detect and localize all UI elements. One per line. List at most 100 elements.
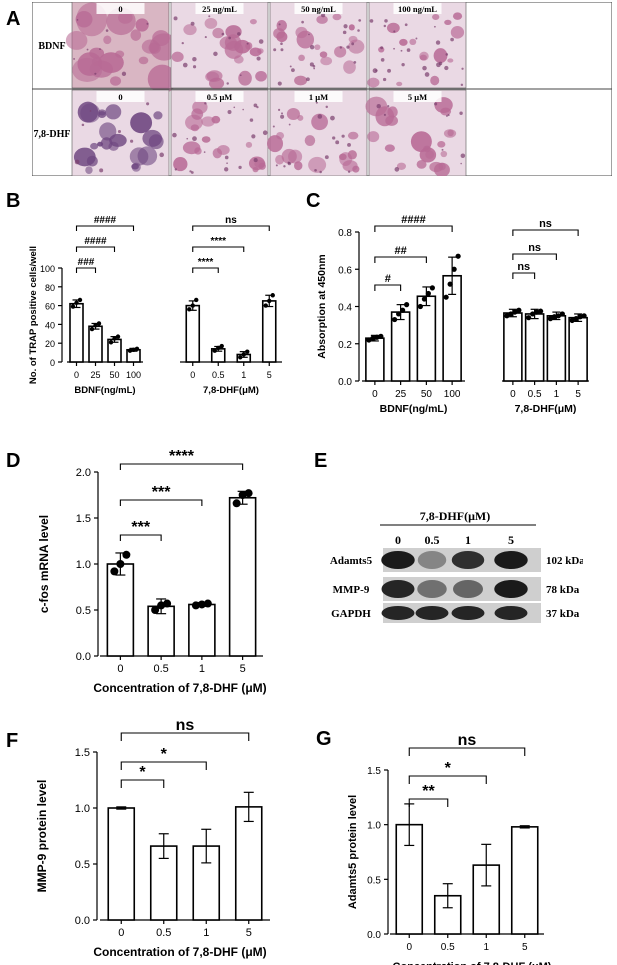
blot-protein-label: MMP-9	[333, 584, 370, 596]
x-tick-label: 0.5	[156, 927, 171, 939]
y-axis-label: c-fos mRNA level	[37, 515, 51, 613]
micrograph-row-label: 7,8-DHF	[34, 129, 71, 140]
significance-bracket	[119, 499, 203, 506]
significance-bracket	[512, 272, 536, 279]
significance-label: ****	[169, 448, 195, 465]
micrograph-speck	[258, 39, 264, 44]
micrograph-speck	[272, 125, 275, 128]
significance-bracket	[408, 798, 449, 807]
y-tick-label: 1.0	[75, 803, 90, 815]
data-point	[378, 333, 384, 339]
y-tick-label: 100	[40, 264, 55, 274]
micrograph-speck	[343, 24, 348, 29]
micrograph-cell	[245, 141, 253, 148]
micrograph-cell	[419, 54, 427, 61]
micrograph-speck	[383, 24, 387, 28]
micrograph-cell	[108, 141, 119, 151]
micrograph-cell	[191, 108, 204, 120]
micrograph-image	[367, 1, 467, 89]
data-point	[516, 307, 522, 313]
significance-label: ns	[528, 242, 541, 254]
data-point	[203, 599, 212, 608]
micrograph-speck	[301, 20, 304, 24]
data-point	[443, 294, 449, 300]
bar	[365, 337, 385, 382]
micrograph-cell	[386, 22, 400, 34]
significance-label: ####	[94, 215, 117, 226]
micrograph-speck	[306, 77, 310, 82]
data-point	[163, 599, 172, 608]
y-tick-label: 60	[45, 302, 55, 312]
data-point	[366, 337, 372, 343]
micrograph-cell	[201, 116, 215, 127]
significance-bracket	[120, 732, 250, 741]
data-point	[197, 600, 206, 609]
micrograph-image	[71, 89, 170, 177]
micrograph-speck	[283, 165, 286, 168]
micrograph-speck	[460, 83, 464, 87]
micrograph-speck	[278, 23, 281, 26]
panel-letter-b: B	[6, 190, 21, 212]
micrograph-label-bg	[96, 91, 145, 102]
data-point	[392, 316, 398, 323]
data-point	[151, 606, 160, 614]
data-point	[212, 348, 217, 353]
micrograph-speck	[446, 115, 448, 117]
data-point	[396, 311, 402, 317]
significance-label: ns	[225, 215, 237, 226]
micrograph-cell	[77, 52, 103, 76]
micrograph-cell	[416, 159, 427, 169]
micrograph-cell	[334, 46, 347, 58]
micrograph-cell	[304, 135, 316, 146]
data-point	[581, 313, 587, 319]
y-tick-label: 0.0	[75, 915, 90, 927]
micrograph-speck	[291, 68, 295, 73]
micrograph-speck	[339, 46, 343, 49]
micrograph-cell	[437, 141, 446, 148]
micrograph-cell	[204, 17, 218, 29]
data-point	[555, 313, 561, 319]
micrograph-column-label: 1 μM	[309, 92, 328, 102]
blot-treatment-title: 7,8-DHF(μM)	[420, 509, 490, 523]
x-tick-label: 1	[199, 663, 205, 675]
micrograph-speck	[121, 71, 127, 76]
bar	[261, 300, 277, 363]
x-tick-label: 5	[522, 942, 528, 953]
blot-kda-label: 37 kDa	[546, 608, 580, 620]
data-point	[534, 309, 540, 315]
micrograph-cell	[347, 131, 359, 140]
micrograph-speck	[227, 110, 232, 115]
micrograph-speck	[380, 46, 384, 50]
micrograph-cell	[297, 115, 304, 121]
micrograph-image	[365, 89, 467, 177]
micrograph-speck	[287, 161, 291, 166]
data-point	[219, 343, 224, 349]
y-axis-label: Absorption at 450nm	[316, 254, 328, 358]
data-point	[194, 297, 199, 303]
micrograph-speck	[434, 102, 438, 106]
micrograph-cell	[286, 107, 300, 120]
micrograph-label-bg	[393, 91, 442, 102]
micrograph-speck	[422, 65, 427, 71]
micrograph-speck	[341, 134, 345, 138]
micrograph-image	[170, 1, 269, 90]
micrograph-speck	[228, 36, 231, 40]
x-axis-label: Concentration of 7,8-DHF (μM)	[93, 681, 266, 695]
micrograph-cell	[447, 58, 454, 63]
micrograph-cell	[384, 144, 395, 152]
micrograph-cell	[103, 35, 112, 45]
data-point	[122, 550, 131, 559]
chart-d-cfos-mrna: 0.0 0.5 1.0 1.5 2.0 c-fos mRNA level 0 0.5 1 5 Con…	[37, 448, 267, 695]
micrograph-cell	[110, 76, 122, 86]
data-point	[127, 348, 133, 353]
blot-band	[453, 580, 483, 598]
y-axis-label: MMP-9 protein level	[35, 780, 49, 893]
micrograph-label-bg	[393, 3, 442, 14]
significance-label: ns	[458, 732, 477, 749]
blot-band	[494, 551, 528, 569]
micrograph-cell	[276, 131, 285, 140]
panel-letter-g: G	[316, 728, 332, 750]
blot-band	[494, 580, 528, 598]
micrograph-cell	[85, 166, 93, 174]
micrograph-speck	[172, 132, 177, 138]
